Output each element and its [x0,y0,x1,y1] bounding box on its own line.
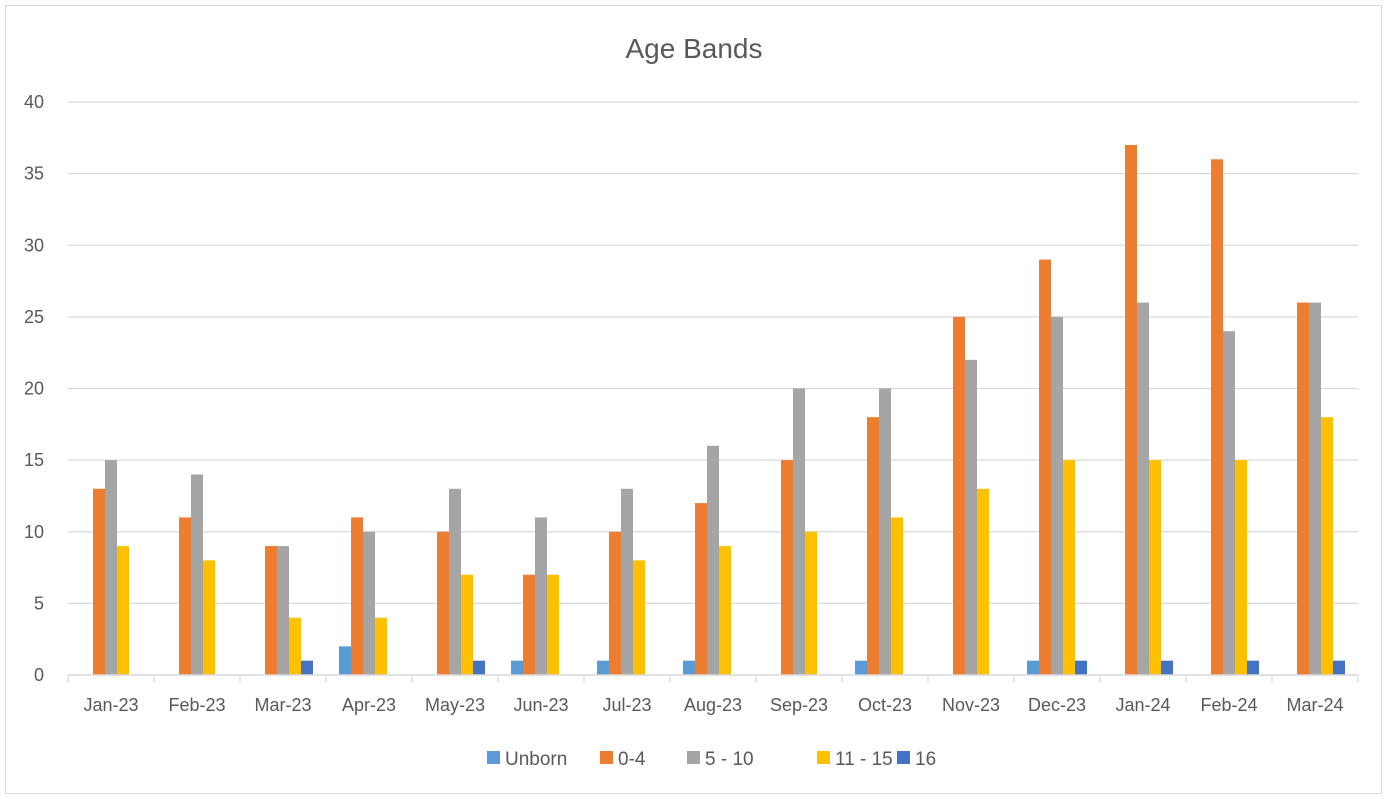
legend-label: 0-4 [618,749,646,770]
bar [977,488,989,675]
x-tick-label: Jan-24 [1115,695,1170,715]
bar [265,546,277,675]
bar [289,617,301,675]
x-tick-label: Jun-23 [513,695,568,715]
x-tick-label: Jul-23 [602,695,651,715]
bar [855,660,867,675]
x-tick-label: Dec-23 [1028,695,1086,715]
bar [1051,316,1063,675]
x-tick-label: Jan-23 [83,695,138,715]
bar [351,517,363,675]
y-tick-label: 30 [24,235,44,255]
bar [707,445,719,675]
legend-swatch [897,751,910,764]
legend-label: Unborn [505,749,567,770]
bar [277,546,289,675]
bar [1223,331,1235,675]
y-tick-label: 25 [24,307,44,327]
bar [449,488,461,675]
legend-swatch [687,751,700,764]
bar [1075,660,1087,675]
x-tick-label: Oct-23 [858,695,912,715]
y-tick-label: 10 [24,522,44,542]
bar [1247,660,1259,675]
y-tick-label: 0 [34,665,44,685]
bar [363,531,375,675]
legend-swatch [817,751,830,764]
bar [1125,144,1137,676]
bar [301,660,313,675]
bar [511,660,523,675]
legend-swatch [600,751,613,764]
x-tick-label: Feb-24 [1200,695,1257,715]
x-tick-label: Mar-23 [254,695,311,715]
x-tick-label: Aug-23 [684,695,742,715]
x-tick-label: Nov-23 [942,695,1000,715]
bar [1321,417,1333,675]
bar [1235,460,1247,675]
bar [339,646,351,675]
bar [535,517,547,675]
bar [1297,302,1309,675]
bar [375,617,387,675]
bar [781,460,793,675]
bar [965,359,977,675]
y-tick-label: 40 [24,92,44,112]
bar [1039,259,1051,675]
bar [523,574,535,675]
legend-label: 11 - 15 [835,749,893,770]
bar [461,574,473,675]
bar [1211,159,1223,676]
chart-title: Age Bands [626,33,763,64]
bar [117,546,129,675]
bar [621,488,633,675]
bar [1027,660,1039,675]
legend-label: 16 [915,749,936,770]
bar [547,574,559,675]
bar [879,388,891,675]
x-axis-ticks: Jan-23 Feb-23 Mar-23 Apr-23 May-23 Jun-23 Jul-… [67,675,1359,715]
bar [953,316,965,675]
bar [1333,660,1345,675]
bar [867,417,879,675]
bar [437,531,449,675]
bar [609,531,621,675]
bar [891,517,903,675]
y-tick-label: 15 [24,450,44,470]
x-tick-label: Apr-23 [342,695,396,715]
legend-swatch [487,751,500,764]
bar [105,460,117,675]
bar [695,503,707,675]
bar [805,531,817,675]
bar [633,560,645,675]
legend-label: 5 - 10 [705,749,754,770]
x-tick-label: May-23 [425,695,485,715]
bar [203,560,215,675]
x-tick-label: Mar-24 [1286,695,1343,715]
y-tick-label: 20 [24,379,44,399]
x-tick-label: Sep-23 [770,695,828,715]
legend: Unborn 0-4 5 - 10 11 - 15 16 [487,749,936,770]
bar [793,388,805,675]
bar [683,660,695,675]
bar [179,517,191,675]
bar [1063,460,1075,675]
bar [473,660,485,675]
y-tick-label: 5 [34,593,44,613]
y-tick-label: 35 [24,164,44,184]
bar [1161,660,1173,675]
bars [93,144,1345,676]
bar [1309,302,1321,675]
bar [191,474,203,675]
bar [719,546,731,675]
y-axis-ticks: 0 5 10 15 20 25 30 35 40 [24,92,44,685]
bar [93,488,105,675]
x-tick-label: Feb-23 [168,695,225,715]
bar [597,660,609,675]
bar [1149,460,1161,675]
bar [1137,302,1149,675]
